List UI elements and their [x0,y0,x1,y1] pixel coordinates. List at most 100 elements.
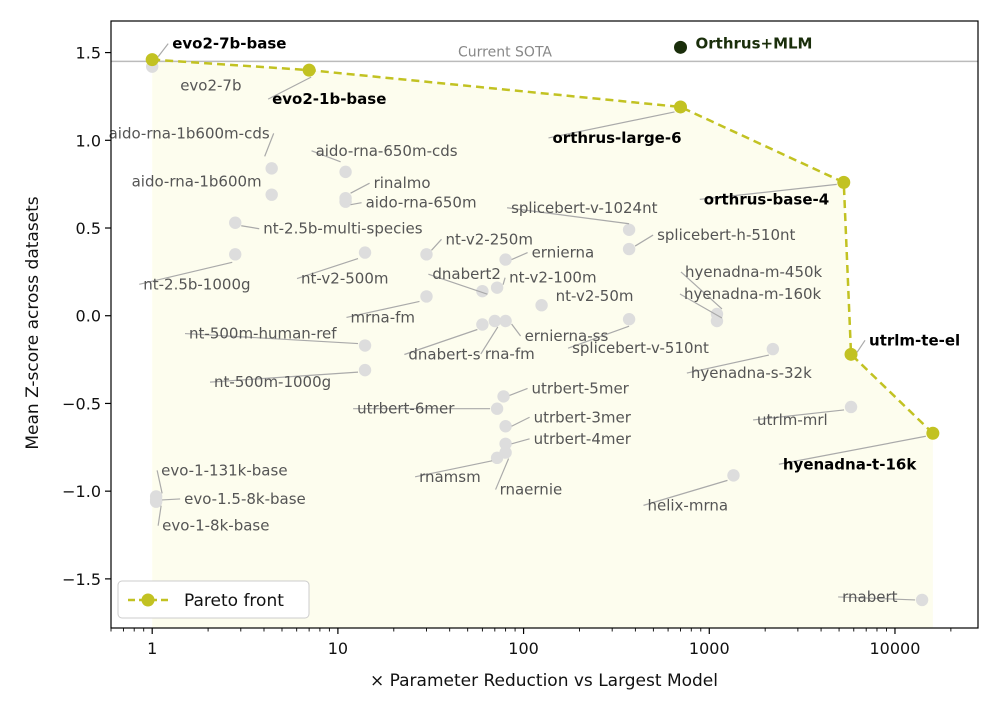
pareto-point-evo2-7b-base [145,53,159,67]
point-aido-rna-650m-cds [339,165,352,179]
point-aido-rna-650m [339,195,352,208]
leader-evo2-7b-base [157,43,169,57]
y-tick-label-1: 1.0 [76,131,101,150]
label-utrlm-te-el: utrlm-te-el [869,331,960,349]
label-utrbert-5mer: utrbert-5mer [532,379,630,397]
point-evo-1-8k-base [149,495,163,508]
y-tick-label-1: −1.0 [62,482,101,501]
label-orthrus-large-6: orthrus-large-6 [553,129,682,147]
leader-utrbert-5mer [509,387,528,396]
pareto-point-utrlm-te-el [844,347,858,361]
leader-rnabert [838,596,916,601]
leader-rnaernie [495,458,510,490]
label-ernierna-ss: ernierna-ss [525,327,609,345]
point-ernierna [499,253,512,266]
leader-ernierna [511,252,528,261]
label-splicebert-h-510nt: splicebert-h-510nt [657,226,795,244]
label-nt-v2-50m: nt-v2-50m [556,287,634,305]
leader-aido-rna-1b600m-cds [264,133,275,157]
x-tick-label-1000: 1000 [689,639,730,658]
leader-splicebert-h-510nt [634,234,654,247]
leader-hyenadna-t-16k [778,435,926,465]
highlight-point-orthrus-mlm [674,40,688,54]
label-evo2-1b-base: evo2-1b-base [272,90,386,108]
point-nt-v2-250m [420,248,433,261]
pareto-point-orthrus-large-6 [674,100,688,114]
x-tick-label-10: 10 [328,639,348,658]
leader-nt-v2-500m [296,258,359,280]
label-aido-rna-650m-cds: aido-rna-650m-cds [316,142,458,160]
label-aido-rna-1b600m-cds: aido-rna-1b600m-cds [109,124,270,142]
point-rnaernie [499,446,512,459]
leader-evo-1-131k-base [156,470,163,494]
label-nt-v2-500m: nt-v2-500m [301,270,388,288]
label-evo-1-8k-base: evo-1-8k-base [162,517,269,535]
leader-dnabert-s [404,328,478,356]
point-splicebert-h-510nt [622,242,636,256]
point-ernierna-ss [499,314,512,328]
label-utrbert-3mer: utrbert-3mer [534,408,632,426]
leader-orthrus-large-6 [548,111,675,139]
y-tick-label-1-5: −1.5 [62,570,101,589]
leader-splicebert-v-510nt [567,325,630,349]
y-axis-label: Mean Z-score across datasets [23,196,43,449]
point-utrbert-3mer [499,420,512,433]
point-nt-2-5b-1000g [229,248,242,261]
label-evo-1-5-8k-base: evo-1.5-8k-base [184,490,306,508]
label-nt-500m-1000g: nt-500m-1000g [214,373,331,391]
pareto-line [152,58,934,435]
label-helix-mrna: helix-mrna [647,496,728,514]
y-tick-label-0-5: 0.5 [76,219,101,238]
label-evo2-7b: evo2-7b [180,77,241,95]
leader-ernierna-ss [511,323,522,337]
leader-hyenadna-m-160k [679,293,723,319]
point-splicebert-v-510nt [622,313,636,326]
y-tick-label-1-5: 1.5 [76,44,101,63]
y-tick-label-0-5: −0.5 [62,394,101,413]
label-nt-2-5b-multi-species: nt-2.5b-multi-species [263,220,423,238]
label-nt-v2-100m: nt-v2-100m [509,269,596,287]
point-utrbert-6mer [490,402,504,415]
label-rinalmo: rinalmo [374,174,431,192]
point-nt-500m-human-ref [358,339,372,352]
sota-label: Current SOTA [458,44,552,60]
leader-nt-2-5b-1000g [139,261,233,285]
point-utrbert-5mer [497,390,510,403]
point-hyenadna-m-160k [710,314,724,328]
x-tick-label-1: 1 [147,639,157,658]
label-evo-1-131k-base: evo-1-131k-base [161,461,287,479]
label-dnabert-s: dnabert-s [408,346,480,364]
x-tick-label-10000: 10000 [870,639,921,658]
leader-hyenadna-m-450k [680,271,723,310]
leader-aido-rna-650m [350,202,362,206]
point-nt-v2-500m [358,246,372,259]
y-tick-label-0: 0.0 [76,307,101,326]
label-dnabert2: dnabert2 [432,265,501,283]
label-aido-rna-650m: aido-rna-650m [366,194,477,212]
label-utrlm-mrl: utrlm-mrl [757,411,828,429]
pareto-point-hyenadna-t-16k [926,426,940,440]
point-nt-2-5b-multi-species [229,216,242,229]
point-nt-500m-1000g [358,363,372,377]
point-rnabert [915,593,929,607]
leader-dnabert2 [428,273,488,295]
label-aido-rna-1b600m: aido-rna-1b600m [132,173,262,191]
label-utrbert-6mer: utrbert-6mer [357,400,455,418]
label-evo2-7b-base: evo2-7b-base [172,35,286,53]
label-splicebert-v-510nt: splicebert-v-510nt [572,339,709,357]
label-rnabert: rnabert [842,588,898,606]
label-orthrus-mlm: Orthrus+MLM [696,34,813,52]
leader-mrna-fm [346,300,420,319]
leader-nt-500m-human-ref [184,332,359,345]
pareto-point-evo2-1b-base [302,63,316,77]
leader-evo-1-8k-base [157,505,162,526]
leader-splicebert-v-1024nt [507,207,630,225]
leader-rnamsm [414,460,493,478]
point-utrbert-4mer [499,437,512,450]
legend-pareto-marker [141,593,155,607]
leader-nt-2-5b-multi-species [241,225,260,230]
label-splicebert-v-1024nt: splicebert-v-1024nt [511,199,658,217]
point-nt-v2-100m [490,281,504,294]
leader-utrbert-4mer [511,438,530,445]
